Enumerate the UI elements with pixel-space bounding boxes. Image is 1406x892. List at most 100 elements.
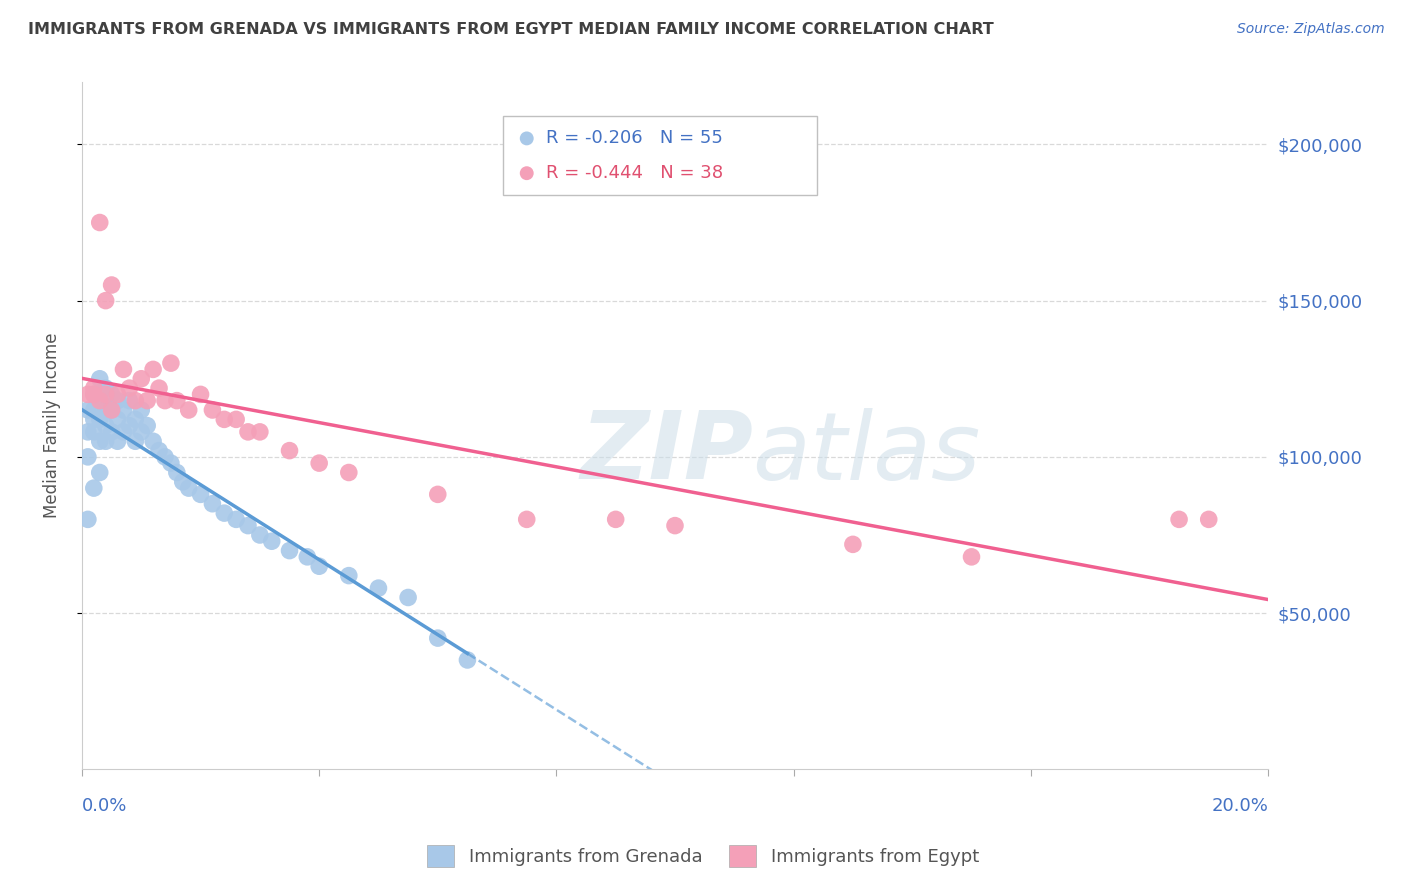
Text: 0.0%: 0.0% xyxy=(82,797,128,814)
Point xyxy=(94,418,117,433)
Point xyxy=(236,425,259,439)
Point xyxy=(89,466,111,480)
Point xyxy=(94,387,117,401)
Point xyxy=(236,518,259,533)
Point xyxy=(214,506,236,520)
Point xyxy=(100,425,122,439)
Point xyxy=(160,456,183,470)
Point xyxy=(308,456,330,470)
Point xyxy=(83,387,105,401)
Point xyxy=(426,487,449,501)
Text: R = -0.444   N = 38: R = -0.444 N = 38 xyxy=(546,164,723,182)
Point xyxy=(107,434,129,449)
Y-axis label: Median Family Income: Median Family Income xyxy=(44,333,60,518)
Point xyxy=(456,653,478,667)
Point xyxy=(260,534,283,549)
Point xyxy=(83,403,105,417)
Point xyxy=(516,512,538,526)
Point xyxy=(77,450,100,464)
Point xyxy=(118,418,141,433)
Point xyxy=(153,393,176,408)
Point xyxy=(177,403,200,417)
Point xyxy=(214,412,236,426)
Point xyxy=(136,393,159,408)
Point xyxy=(426,631,449,645)
Point xyxy=(100,403,122,417)
Point xyxy=(112,403,135,417)
Point xyxy=(166,466,188,480)
Point xyxy=(107,393,129,408)
Point xyxy=(77,512,100,526)
Point xyxy=(142,362,165,376)
Point xyxy=(337,466,360,480)
Point xyxy=(89,372,111,386)
Legend: Immigrants from Grenada, Immigrants from Egypt: Immigrants from Grenada, Immigrants from… xyxy=(420,838,986,874)
Point xyxy=(177,481,200,495)
Point xyxy=(89,412,111,426)
Point xyxy=(100,403,122,417)
Point xyxy=(153,450,176,464)
Point xyxy=(89,215,111,229)
Point xyxy=(94,381,117,395)
Text: Source: ZipAtlas.com: Source: ZipAtlas.com xyxy=(1237,22,1385,37)
Point xyxy=(201,403,224,417)
Point xyxy=(83,387,105,401)
Point xyxy=(142,434,165,449)
Point xyxy=(129,372,152,386)
Point xyxy=(89,393,111,408)
Text: R = -0.206   N = 55: R = -0.206 N = 55 xyxy=(546,129,723,147)
Text: 20.0%: 20.0% xyxy=(1211,797,1268,814)
Point xyxy=(83,412,105,426)
Point xyxy=(201,497,224,511)
FancyBboxPatch shape xyxy=(503,116,817,195)
Point xyxy=(129,403,152,417)
Point xyxy=(367,581,389,595)
Point xyxy=(100,387,122,401)
Point xyxy=(396,591,419,605)
Point xyxy=(77,387,100,401)
Point xyxy=(1198,512,1220,526)
Point xyxy=(83,481,105,495)
Point xyxy=(94,403,117,417)
Point xyxy=(124,434,146,449)
Point xyxy=(664,518,686,533)
Point xyxy=(118,393,141,408)
Point xyxy=(124,412,146,426)
Point xyxy=(337,568,360,582)
Point xyxy=(190,387,212,401)
Point xyxy=(94,434,117,449)
Point xyxy=(77,425,100,439)
Point xyxy=(249,425,271,439)
Point xyxy=(297,549,319,564)
Point xyxy=(100,278,122,293)
Point xyxy=(225,512,247,526)
Point xyxy=(83,425,105,439)
Point xyxy=(172,475,194,489)
Point xyxy=(842,537,865,551)
Point xyxy=(129,425,152,439)
Point xyxy=(107,387,129,401)
Point xyxy=(278,443,301,458)
Text: atlas: atlas xyxy=(752,408,980,499)
Point xyxy=(94,293,117,308)
Point xyxy=(118,381,141,395)
Point xyxy=(107,412,129,426)
Point xyxy=(166,393,188,408)
Point xyxy=(89,434,111,449)
Point xyxy=(136,418,159,433)
Point xyxy=(112,362,135,376)
Point xyxy=(124,393,146,408)
Point xyxy=(83,381,105,395)
Point xyxy=(112,425,135,439)
Point xyxy=(148,381,170,395)
Point xyxy=(77,403,100,417)
Point xyxy=(148,443,170,458)
Point xyxy=(1168,512,1191,526)
Text: ZIP: ZIP xyxy=(581,407,754,500)
Point xyxy=(308,559,330,574)
Point xyxy=(160,356,183,370)
Point xyxy=(278,543,301,558)
Text: IMMIGRANTS FROM GRENADA VS IMMIGRANTS FROM EGYPT MEDIAN FAMILY INCOME CORRELATIO: IMMIGRANTS FROM GRENADA VS IMMIGRANTS FR… xyxy=(28,22,994,37)
Point xyxy=(960,549,983,564)
Point xyxy=(605,512,627,526)
